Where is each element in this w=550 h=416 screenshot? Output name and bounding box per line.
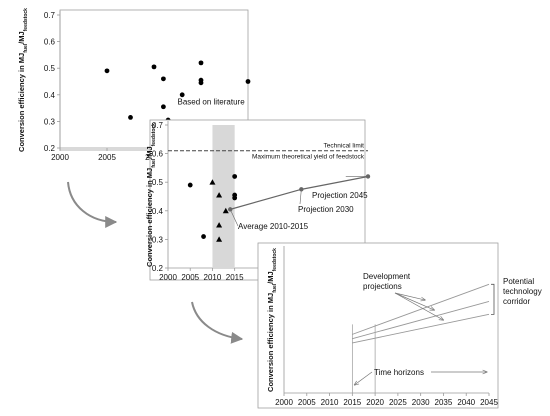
annotation-based-on-literature: Based on literature: [178, 97, 246, 106]
data-point: [179, 92, 185, 98]
corridor-xtick-label: 2030: [412, 398, 430, 407]
projection-ytick-label: 0.4: [152, 207, 164, 216]
data-point-triangle: [216, 222, 223, 228]
corridor-label-line3: corridor: [503, 297, 530, 306]
projection-2045-label: Projection 2045: [312, 191, 368, 200]
panel-corridor-ylabel: Conversion efficiency in MJfuel/MJfeedst…: [266, 248, 278, 392]
corridor-xtick-label: 2010: [321, 398, 339, 407]
projection-ytick-label: 0.2: [152, 264, 164, 273]
time-horizon-arrow-left: [354, 371, 373, 385]
data-point-circle: [201, 234, 206, 239]
historical-ytick-label: 0.6: [44, 38, 56, 47]
development-arrow: [394, 292, 434, 310]
historical-ytick-label: 0.5: [44, 64, 56, 73]
projection-ytick-label: 0.3: [152, 235, 164, 244]
panel-corridor: 2000 2005 2010 2015 2020 2025 2030 2035 2040 2045…: [257, 242, 542, 409]
corridor-xtick-label: 2005: [298, 398, 316, 407]
panel-corridor-axes: 2000 2005 2010 2015 2020 2025 2030 2035 2040 2045: [275, 246, 498, 407]
data-point: [245, 79, 251, 84]
data-point-triangle: [209, 179, 216, 185]
corridor-line: [352, 283, 490, 335]
historical-xtick-label: 2005: [98, 153, 116, 162]
corridor-line: [352, 301, 490, 340]
data-point: [128, 115, 133, 120]
data-point: [161, 104, 166, 110]
historical-ytick-label: 0.4: [44, 91, 56, 100]
data-point-triangle: [222, 207, 229, 214]
development-label-line2: projections: [363, 282, 402, 291]
projection-xtick-label: 2010: [204, 273, 222, 282]
connector-arrow-1: [67, 181, 118, 228]
panel-corridor-frame: [257, 242, 499, 409]
corridor-xtick-label: 2040: [457, 398, 475, 407]
average-period-band: [212, 125, 235, 268]
panel-projection: 0.2 0.3 0.4 0.5 0.6 0.7 2000 2005 2010 2015 Techn…: [145, 119, 371, 282]
max-yield-label: Maximum theoretical yield of feedstock: [252, 154, 365, 161]
development-label-line1: Development: [363, 272, 411, 281]
development-arrow: [394, 292, 425, 300]
corridor-bracket: [491, 283, 495, 315]
corridor-xtick-label: 2015: [343, 398, 361, 407]
projection-ytick-label: 0.7: [152, 121, 164, 130]
corridor-label-line1: Potential: [503, 277, 534, 286]
historical-ytick-label: 0.2: [44, 144, 56, 153]
corridor-xtick-label: 2020: [366, 398, 384, 407]
panel-historical-ylabel: Conversion efficiency in MJfuel/MJfeedst…: [17, 8, 29, 152]
panel-projection-ylabel: Conversion efficiency in MJfuel/MJfeedst…: [145, 123, 157, 267]
data-point-circle: [232, 192, 238, 198]
data-point-triangle: [216, 236, 223, 242]
historical-xtick-label: 2000: [51, 153, 69, 162]
corridor-xtick-label: 2035: [435, 398, 453, 407]
data-point-circle: [187, 182, 193, 188]
historical-ytick-label: 0.7: [44, 11, 56, 20]
corridor-xtick-label: 2045: [480, 398, 498, 407]
projection-xtick-label: 2000: [159, 273, 177, 282]
leader-average: [229, 209, 239, 227]
technical-limit-label: Technical limit: [324, 143, 365, 150]
projection-2030-label: Projection 2030: [298, 205, 354, 214]
development-arrow: [394, 292, 443, 320]
time-horizons-label: Time horizons: [374, 368, 424, 377]
corridor-label-line2: technology: [503, 287, 542, 296]
projection-xtick-label: 2015: [226, 273, 244, 282]
data-point-circle: [232, 174, 238, 179]
projection-xtick-label: 2005: [181, 273, 199, 282]
data-point-triangle: [216, 192, 223, 198]
average-label: Average 2010-2015: [238, 222, 309, 231]
data-point: [198, 60, 204, 66]
projection-ytick-label: 0.5: [152, 178, 164, 187]
leader-2030: [299, 189, 302, 205]
data-point: [161, 76, 166, 82]
data-point: [151, 64, 157, 70]
panel-historical-marks: Based on literature: [104, 60, 251, 123]
corridor-xtick-label: 2025: [389, 398, 407, 407]
corridor-xtick-label: 2000: [275, 398, 293, 407]
historical-ytick-label: 0.3: [44, 117, 56, 126]
data-point: [198, 77, 204, 83]
corridor-line: [352, 313, 490, 344]
panel-projection-marks: Technical limit Maximum theoretical yield…: [168, 125, 371, 268]
data-point: [104, 68, 110, 74]
projection-ytick-label: 0.6: [152, 150, 164, 159]
connector-arrow-2: [191, 301, 244, 344]
